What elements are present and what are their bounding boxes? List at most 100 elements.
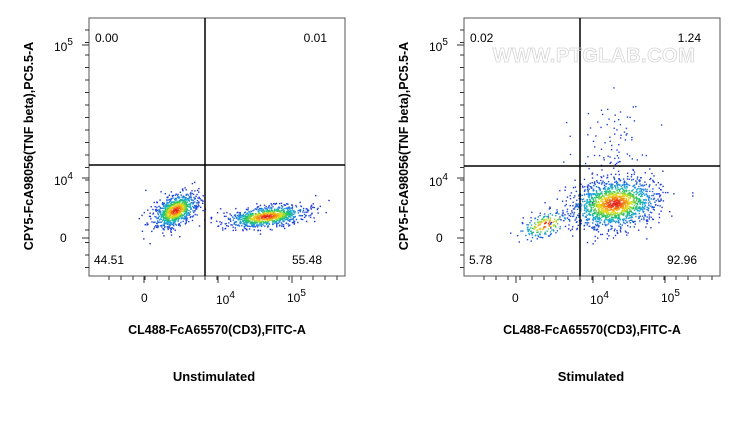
- event-dot: [192, 210, 194, 212]
- quadrant-lower-left-percent: 5.78: [469, 253, 493, 267]
- event-dot: [175, 208, 178, 210]
- event-dot: [254, 226, 256, 228]
- event-dot: [629, 202, 631, 205]
- event-dot: [611, 199, 614, 201]
- event-dot: [179, 225, 181, 227]
- event-dot: [608, 201, 611, 203]
- event-dot: [219, 208, 222, 210]
- event-dot: [183, 205, 186, 207]
- event-dot: [592, 215, 594, 217]
- event-dot: [241, 214, 244, 217]
- event-dot: [162, 224, 164, 226]
- event-dot: [636, 178, 638, 180]
- event-dot: [305, 211, 308, 213]
- event-dot: [621, 205, 623, 207]
- event-dot: [232, 219, 235, 221]
- cluster-tnf-positive-tail: [563, 87, 663, 204]
- event-dot: [225, 215, 227, 218]
- event-dot: [195, 208, 197, 210]
- event-dot: [645, 193, 647, 195]
- event-dot: [293, 210, 295, 212]
- event-dot: [577, 224, 579, 227]
- event-dot: [249, 216, 252, 218]
- event-dot: [614, 217, 616, 219]
- event-dot: [601, 169, 603, 171]
- event-dot: [539, 228, 541, 231]
- event-dot: [167, 226, 169, 228]
- event-dot: [161, 207, 163, 210]
- event-dot: [639, 180, 641, 183]
- event-dot: [631, 139, 633, 141]
- event-dot: [600, 183, 603, 185]
- event-dot: [602, 207, 604, 210]
- event-dot: [586, 219, 588, 222]
- event-dot: [160, 211, 162, 213]
- event-dot: [271, 210, 273, 212]
- event-dot: [597, 218, 599, 220]
- event-dot: [239, 212, 241, 214]
- event-dot: [150, 218, 152, 220]
- event-dot: [659, 189, 662, 191]
- x-tick-label-1e4: 104: [590, 290, 609, 307]
- event-dot: [184, 218, 186, 220]
- event-dot: [616, 205, 619, 208]
- event-dot: [640, 200, 642, 202]
- event-dot: [598, 225, 600, 227]
- event-dot: [564, 225, 567, 228]
- event-dot: [188, 220, 190, 223]
- event-dot: [258, 223, 261, 225]
- event-dot: [291, 218, 294, 220]
- event-dot: [652, 194, 655, 197]
- event-dot: [167, 202, 169, 205]
- event-dot: [618, 217, 620, 219]
- event-dot: [527, 224, 530, 226]
- event-dot: [194, 206, 196, 208]
- event-dot: [243, 221, 245, 223]
- event-dot: [639, 183, 641, 185]
- event-dot: [167, 227, 169, 229]
- event-dot: [607, 205, 610, 208]
- event-dot: [169, 227, 171, 229]
- event-dot: [289, 208, 291, 210]
- event-dot: [619, 111, 622, 113]
- event-dot: [227, 217, 230, 220]
- event-dot: [309, 216, 312, 219]
- event-dot: [539, 214, 541, 217]
- event-dot: [553, 220, 556, 222]
- event-dot: [264, 215, 267, 217]
- event-dot: [639, 190, 641, 192]
- event-dot: [598, 201, 600, 203]
- event-dot: [605, 224, 607, 227]
- event-dot: [179, 201, 181, 203]
- event-dot: [196, 193, 198, 196]
- event-dot: [256, 203, 258, 205]
- event-dot: [285, 215, 287, 217]
- event-dot: [169, 220, 171, 222]
- event-dot: [247, 214, 250, 216]
- event-dot: [584, 207, 586, 209]
- event-dot: [630, 217, 632, 219]
- event-dot: [588, 167, 590, 170]
- event-dot: [609, 162, 611, 164]
- event-dot: [587, 193, 590, 195]
- event-dot: [257, 224, 259, 226]
- event-dot: [166, 196, 168, 199]
- event-dot: [155, 208, 158, 210]
- event-dot: [163, 222, 165, 224]
- event-dot: [166, 221, 168, 223]
- event-dot: [528, 232, 530, 235]
- event-dot: [252, 213, 254, 215]
- event-dot: [652, 179, 654, 181]
- event-dot: [642, 208, 644, 210]
- event-dot: [638, 199, 640, 201]
- event-dot: [267, 218, 269, 220]
- event-dot: [659, 205, 661, 207]
- event-dot: [566, 217, 569, 219]
- event-dot: [547, 214, 550, 216]
- event-dot: [613, 216, 615, 219]
- event-dot: [566, 210, 568, 213]
- event-dot: [614, 234, 617, 237]
- event-dot: [178, 212, 180, 214]
- event-dot: [648, 207, 650, 209]
- event-dot: [646, 238, 648, 240]
